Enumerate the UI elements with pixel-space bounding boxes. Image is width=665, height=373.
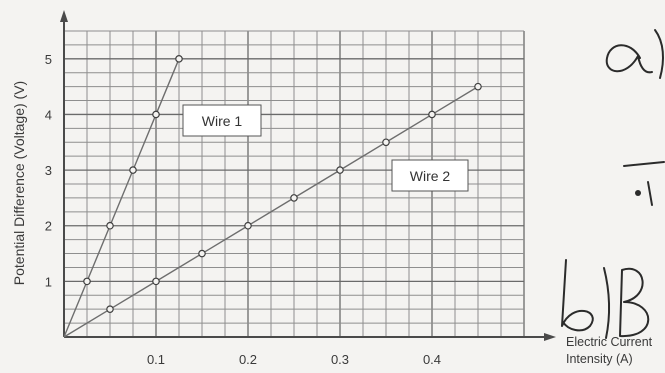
handwritten-a-drawing [605, 29, 664, 79]
x-tick-label: 0.1 [147, 352, 165, 367]
x-axis-label-line-2: Intensity (A) [566, 352, 633, 366]
y-tick-label: 1 [45, 274, 52, 289]
x-axis-arrow [544, 333, 556, 341]
data-point-wire-2 [152, 277, 160, 286]
data-point-wire-2 [244, 221, 252, 230]
y-tick-label: 5 [45, 52, 52, 67]
handwritten-b-drawing [561, 259, 650, 339]
data-point-wire-2 [336, 166, 344, 174]
x-tick-label: 0.2 [239, 352, 257, 367]
y-axis-arrow [60, 10, 68, 22]
x-tick-label: 0.3 [331, 352, 349, 367]
wire-2-label-box [391, 159, 469, 192]
handwritten-stroke [623, 161, 665, 167]
data-point-wire-1 [83, 277, 91, 286]
data-point-wire-2 [382, 138, 390, 147]
handwritten-dot [635, 190, 641, 196]
wire-1-label: Wire 1 [202, 113, 243, 129]
y-tick-label: 2 [45, 219, 52, 234]
data-point-wire-1 [175, 55, 183, 63]
data-point-wire-2 [474, 82, 482, 91]
grid [64, 30, 525, 337]
x-axis-label-line-1: Electric Current [566, 335, 653, 349]
data-point-wire-2 [106, 305, 114, 313]
series-line-wire-2 [63, 86, 479, 338]
y-axis-label: Potential Difference (Voltage) (V) [11, 81, 27, 285]
data-point-wire-1 [129, 166, 137, 174]
y-tick-label: 4 [45, 107, 52, 122]
x-tick-label: 0.4 [423, 352, 441, 367]
data-point-wire-2 [290, 194, 298, 202]
y-tick-label: 3 [45, 163, 52, 178]
data-point-wire-2 [428, 110, 436, 119]
ticks: 0.1 0.2 0.3 0.4 1 2 3 4 5 [45, 52, 441, 367]
wire-1-label-box [182, 104, 262, 137]
series-line-wire-1 [63, 58, 180, 338]
data-point-wire-2 [198, 249, 206, 258]
handwritten-stroke-2 [647, 181, 653, 206]
series [63, 55, 482, 338]
wire-2-label: Wire 2 [410, 168, 451, 184]
data-point-wire-1 [152, 110, 160, 119]
data-point-wire-1 [106, 221, 114, 230]
